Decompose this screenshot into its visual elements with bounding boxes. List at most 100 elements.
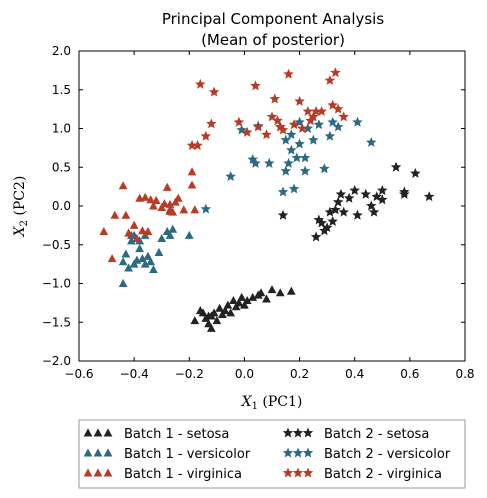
star-point xyxy=(286,129,297,140)
star-point xyxy=(269,93,280,104)
star-point xyxy=(291,152,303,163)
series-4 xyxy=(277,161,435,242)
legend-label: Batch 1 - setosa xyxy=(124,427,229,442)
triangle-point xyxy=(154,247,164,256)
star-point xyxy=(335,188,347,199)
triangle-point xyxy=(160,199,169,208)
triangle-point xyxy=(168,224,178,233)
x-tick-label: 0.0 xyxy=(235,367,254,381)
y-tick-label: 0.5 xyxy=(52,160,71,174)
star-legend-marker xyxy=(292,427,304,438)
triangle-point xyxy=(149,201,158,210)
legend-items: Batch 1 - setosa Batch 1 - versicolor Batc… xyxy=(83,427,451,482)
star-point xyxy=(330,67,341,78)
triangle-point xyxy=(140,259,150,268)
star-point xyxy=(283,157,294,168)
legend-item: Batch 1 - virginica xyxy=(83,467,242,482)
star-legend-marker xyxy=(282,447,294,458)
triangle-legend-marker xyxy=(93,468,103,477)
triangle-point xyxy=(138,226,147,235)
star-legend-marker xyxy=(282,467,294,478)
x-tick-label: 0.6 xyxy=(400,367,419,381)
triangle-point xyxy=(204,311,213,320)
triangle-point xyxy=(242,295,252,304)
triangle-point xyxy=(256,288,266,297)
triangle-point xyxy=(165,199,175,208)
star-legend-marker xyxy=(302,447,314,458)
triangle-legend-marker xyxy=(103,448,113,457)
triangle-point xyxy=(212,316,222,325)
triangle-legend-marker xyxy=(103,468,113,477)
triangle-point xyxy=(215,303,224,312)
triangle-point xyxy=(229,295,238,304)
star-legend-marker xyxy=(282,427,294,438)
star-point xyxy=(410,167,421,178)
legend-label: Batch 1 - versicolor xyxy=(124,447,251,462)
triangle-point xyxy=(118,278,128,287)
legend-item: Batch 1 - versicolor xyxy=(83,447,251,462)
triangle-point xyxy=(157,233,167,242)
star-point xyxy=(299,165,311,176)
triangle-point xyxy=(190,316,200,325)
triangle-legend-marker xyxy=(93,428,103,437)
star-point xyxy=(264,157,275,168)
legend-label: Batch 2 - setosa xyxy=(324,427,429,442)
star-point xyxy=(200,130,212,141)
y-tick-label: −1.5 xyxy=(42,315,71,329)
star-point xyxy=(280,134,292,145)
triangle-point xyxy=(237,292,247,301)
star-legend-marker xyxy=(292,467,304,478)
triangle-point xyxy=(110,210,120,219)
triangle-point xyxy=(124,263,133,272)
triangle-point xyxy=(99,226,109,236)
triangle-point xyxy=(165,230,175,239)
star-point xyxy=(330,204,341,215)
chart-subtitle: (Mean of posterior) xyxy=(201,31,345,49)
star-point xyxy=(368,206,380,217)
star-point xyxy=(305,115,316,126)
triangle-point xyxy=(206,323,216,332)
star-point xyxy=(233,116,245,127)
star-point xyxy=(321,222,333,233)
star-point xyxy=(275,121,286,132)
star-point xyxy=(225,171,236,181)
star-point xyxy=(308,134,319,145)
triangle-point xyxy=(184,230,194,239)
star-point xyxy=(310,231,322,242)
legend-box xyxy=(78,419,466,489)
x-axis-label: X1 (PC1) xyxy=(241,394,303,412)
star-point xyxy=(319,163,330,174)
star-point xyxy=(266,111,278,122)
star-point xyxy=(302,123,314,133)
legend-item: Batch 1 - setosa xyxy=(83,427,229,442)
star-point xyxy=(252,121,264,132)
x-tick-label: 0.8 xyxy=(455,367,474,381)
star-point xyxy=(327,216,338,226)
triangle-point xyxy=(262,294,271,303)
y-tick-label: 2.0 xyxy=(52,44,71,58)
legend-label: Batch 1 - virginica xyxy=(124,467,242,482)
triangle-point xyxy=(132,233,142,242)
triangle-point xyxy=(209,308,219,317)
triangle-legend-marker xyxy=(83,468,93,477)
data-points xyxy=(99,67,435,332)
triangle-point xyxy=(146,195,156,204)
star-point xyxy=(250,157,261,168)
y-tick-label: 1.0 xyxy=(52,122,71,136)
triangle-point xyxy=(121,210,131,219)
star-point xyxy=(327,99,338,110)
star-point xyxy=(349,185,360,195)
y-tick-label: −2.0 xyxy=(42,354,71,368)
triangle-point xyxy=(187,180,197,189)
legend-label: Batch 2 - versicolor xyxy=(324,447,451,462)
triangle-point xyxy=(179,205,189,214)
x-tick-label: −0.4 xyxy=(120,367,149,381)
triangle-point xyxy=(267,285,277,294)
triangle-point xyxy=(223,300,233,309)
star-point xyxy=(332,121,344,132)
triangle-point xyxy=(173,193,183,202)
star-point xyxy=(283,68,294,79)
triangle-legend-marker xyxy=(83,448,93,457)
star-point xyxy=(192,140,203,150)
star-point xyxy=(338,206,349,217)
